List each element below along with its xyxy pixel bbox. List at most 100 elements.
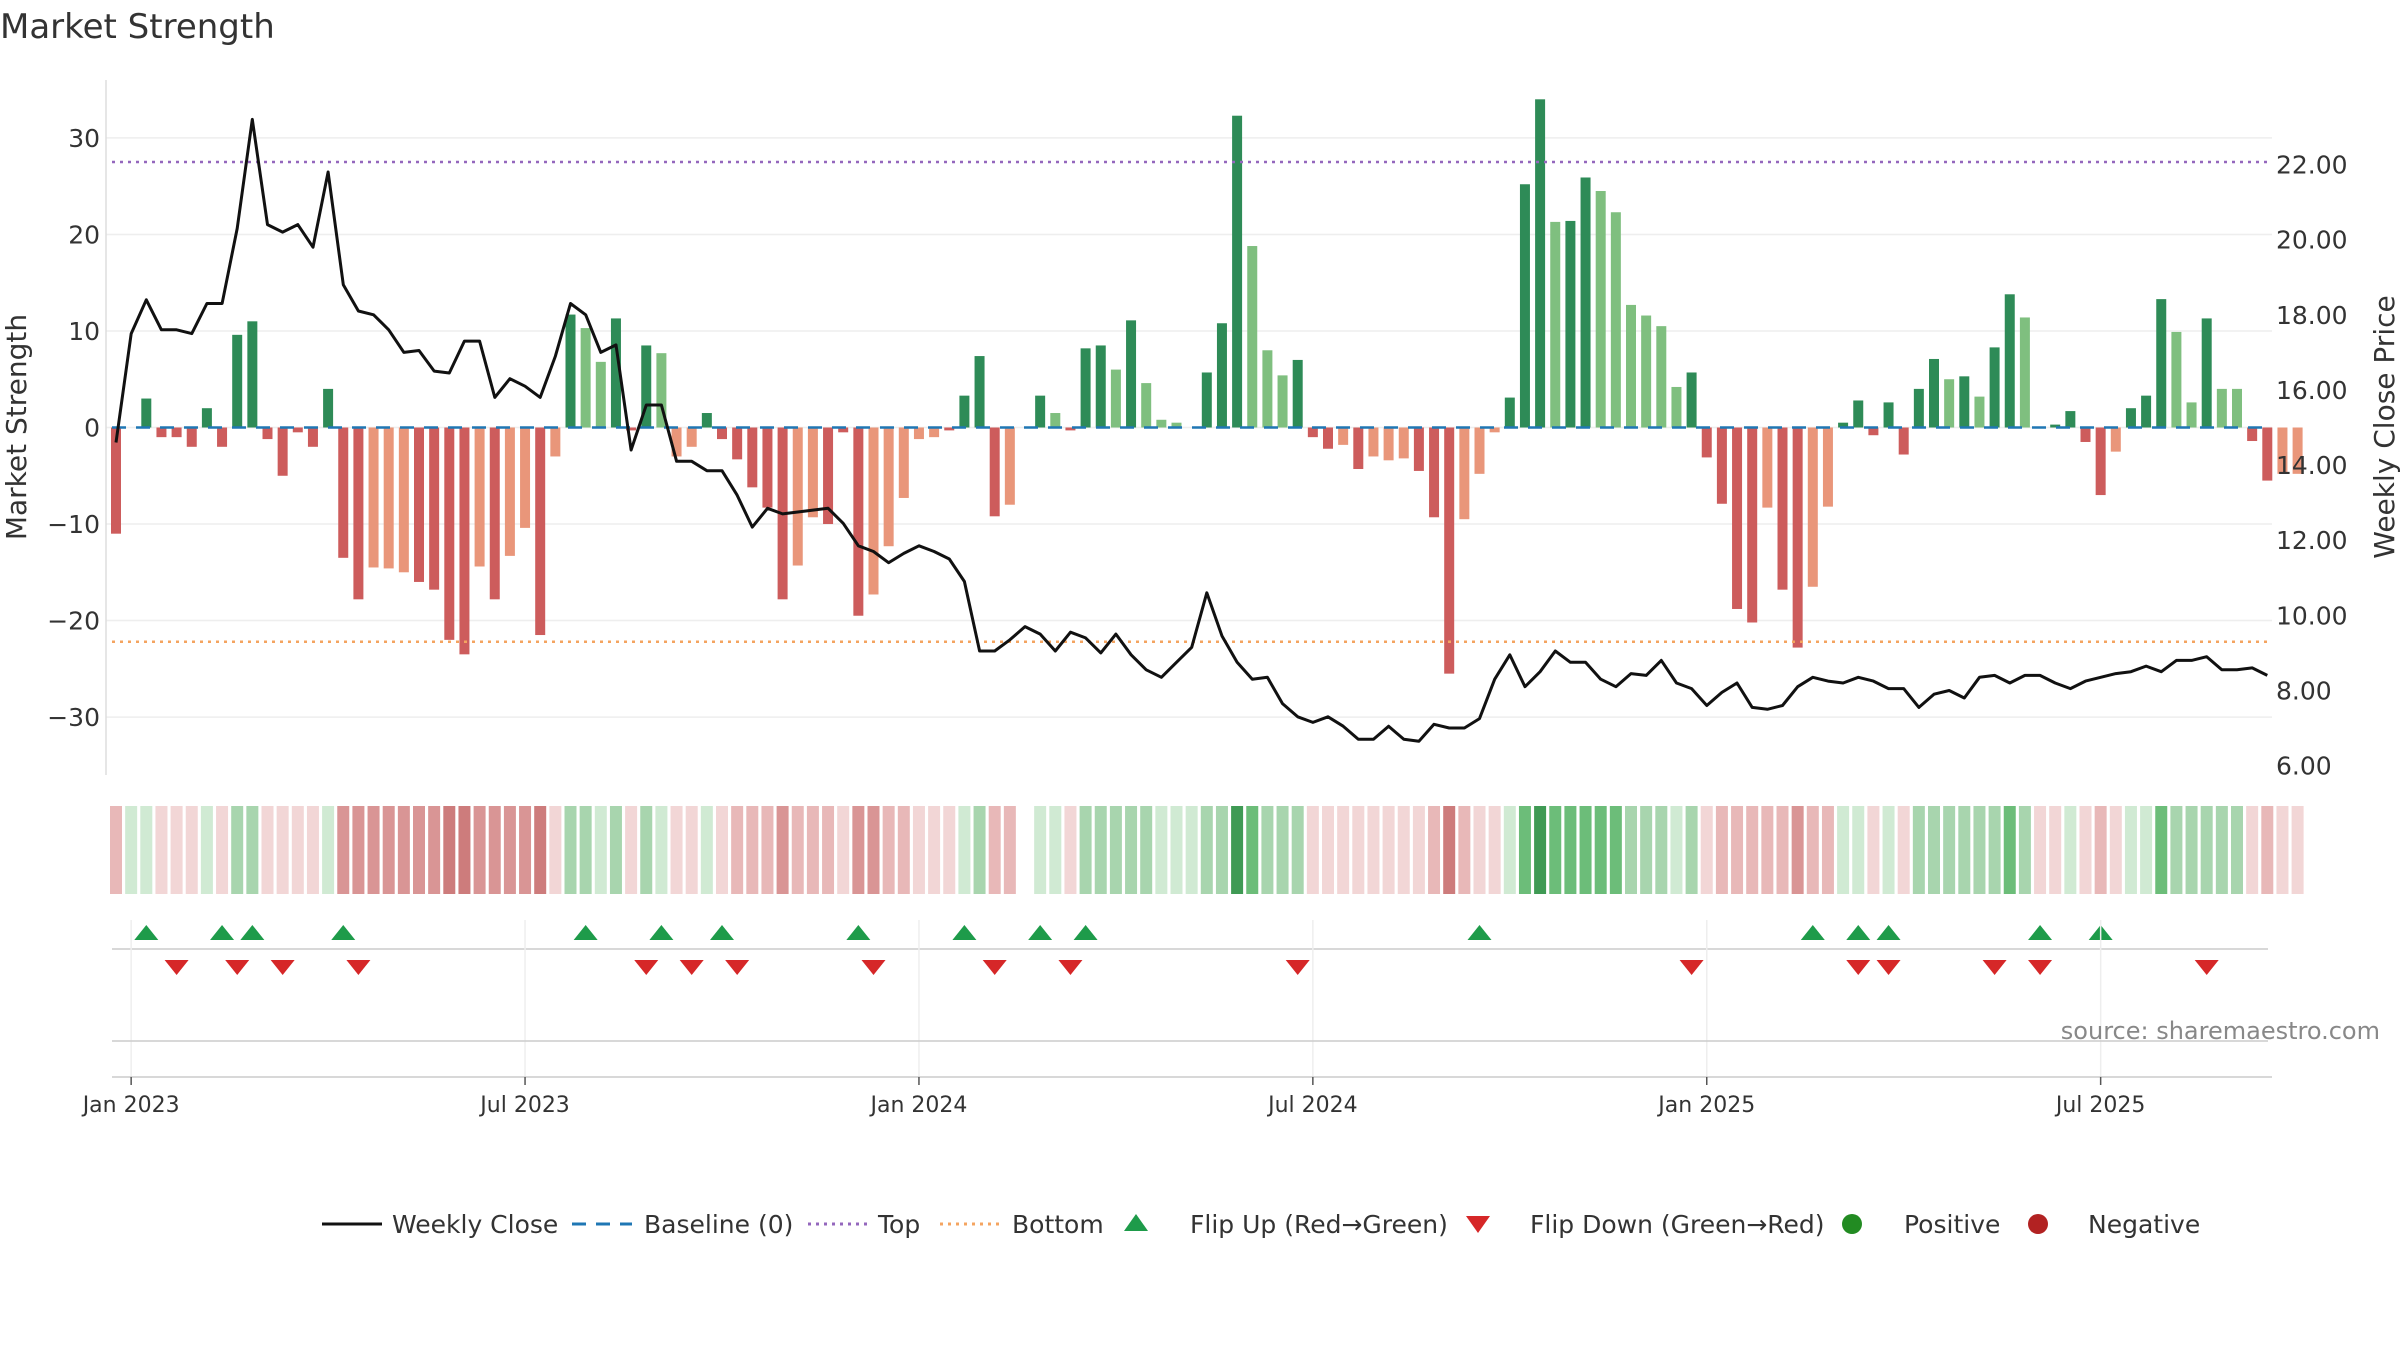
strip-cell bbox=[640, 806, 653, 894]
strip-cell bbox=[1700, 806, 1713, 894]
flip-down-marker bbox=[164, 960, 189, 975]
x-tick-label: Jul 2025 bbox=[2054, 1093, 2146, 1118]
strength-bar bbox=[610, 318, 621, 428]
strip-cell bbox=[1852, 806, 1865, 894]
strength-bar bbox=[898, 427, 909, 498]
strip-cell bbox=[655, 806, 668, 894]
strip-cell bbox=[1049, 806, 1062, 894]
strip-cell bbox=[1322, 806, 1334, 894]
strength-bar bbox=[2171, 331, 2182, 428]
strip-cell bbox=[2200, 806, 2213, 894]
strength-bar bbox=[1868, 427, 1879, 436]
strength-bar bbox=[717, 427, 727, 440]
strip-cell bbox=[2109, 806, 2122, 894]
strength-bar bbox=[2277, 427, 2288, 474]
flip-down-marker bbox=[270, 960, 295, 975]
strip-cell bbox=[716, 806, 728, 894]
strip-cell bbox=[170, 806, 183, 894]
legend-item: Bottom bbox=[940, 1210, 1104, 1239]
strength-bar bbox=[868, 427, 879, 595]
strip-cell bbox=[2049, 806, 2062, 894]
strip-cell bbox=[306, 806, 319, 894]
strength-bar bbox=[1656, 326, 1667, 428]
strength-bar bbox=[1580, 177, 1591, 428]
strength-bar bbox=[429, 427, 440, 590]
strength-bar bbox=[2019, 317, 2030, 428]
strength-bar bbox=[1232, 115, 1243, 428]
strip-cell bbox=[776, 806, 789, 894]
strip-cell bbox=[1246, 806, 1259, 894]
flip-up-marker bbox=[710, 925, 734, 940]
right-tick-label: 12.00 bbox=[2276, 526, 2348, 555]
left-tick-label: 0 bbox=[84, 414, 100, 443]
strip-cell bbox=[2170, 806, 2183, 894]
strip-cell bbox=[1670, 806, 1683, 894]
strip-cell bbox=[1534, 806, 1547, 894]
strength-bar bbox=[823, 427, 834, 525]
strength-bar bbox=[2201, 318, 2212, 428]
right-axis: 22.00 20.00 18.00 16.00 14.00 12.00 10.00 8.00 6… bbox=[2276, 151, 2348, 781]
strip-cell bbox=[1640, 806, 1653, 894]
right-tick-label: 10.00 bbox=[2276, 601, 2348, 630]
strength-bar bbox=[1429, 427, 1440, 518]
strength-bar bbox=[383, 427, 394, 569]
strip-cell bbox=[549, 806, 562, 894]
strength-bar bbox=[732, 427, 743, 460]
strip-cell bbox=[1306, 806, 1319, 894]
strip-cell bbox=[897, 806, 910, 894]
legend-label: Bottom bbox=[1012, 1210, 1104, 1239]
strength-bar bbox=[747, 427, 758, 488]
strip-cell bbox=[1337, 806, 1350, 894]
strip-cell bbox=[2034, 806, 2047, 894]
strip-cell bbox=[1882, 806, 1895, 894]
strip-cell bbox=[367, 806, 380, 894]
strip-cell bbox=[822, 806, 835, 894]
strip-cell bbox=[1109, 806, 1122, 894]
strip-cell bbox=[988, 806, 1001, 894]
strength-bar bbox=[1641, 315, 1652, 428]
strength-bar bbox=[1883, 402, 1894, 428]
flip-down-marker bbox=[1982, 960, 2007, 975]
strip-cell bbox=[761, 806, 774, 894]
legend-label: Negative bbox=[2088, 1210, 2200, 1239]
strength-bar bbox=[201, 408, 212, 428]
flip-up-marker bbox=[210, 925, 235, 940]
flip-up-marker bbox=[649, 925, 674, 940]
strip-cell bbox=[352, 806, 365, 894]
legend-item: Baseline (0) bbox=[572, 1210, 793, 1239]
right-tick-label: 16.00 bbox=[2276, 376, 2348, 405]
strength-bar bbox=[883, 427, 894, 547]
strength-bar bbox=[913, 427, 924, 440]
strip-cell bbox=[973, 806, 986, 894]
strip-cell bbox=[1806, 806, 1819, 894]
strength-bar bbox=[1216, 323, 1227, 428]
strip-cell bbox=[276, 806, 289, 894]
flip-up-marker bbox=[331, 925, 356, 940]
strip-cell bbox=[2261, 806, 2274, 894]
x-tick-label: Jan 2024 bbox=[868, 1093, 967, 1118]
right-tick-label: 8.00 bbox=[2276, 676, 2332, 705]
strength-bar bbox=[1489, 427, 1500, 433]
strip-cell bbox=[609, 806, 622, 894]
strength-bar bbox=[277, 427, 288, 476]
legend-label: Flip Up (Red→Green) bbox=[1190, 1210, 1448, 1239]
flip-up-marker bbox=[1467, 925, 1492, 940]
legend-label: Positive bbox=[1904, 1210, 2000, 1239]
x-tick-label: Jul 2023 bbox=[478, 1093, 570, 1118]
strength-bar bbox=[141, 398, 152, 428]
legend: Weekly Close Baseline (0) Top Bottom Flip Up… bbox=[322, 1210, 2200, 1239]
strip-cell bbox=[246, 806, 259, 894]
strength-bar bbox=[1065, 427, 1076, 431]
strength-bar bbox=[398, 427, 409, 573]
flip-up-marker bbox=[1876, 925, 1901, 940]
strip-cell bbox=[958, 806, 971, 894]
strip-cell bbox=[200, 806, 213, 894]
strip-cell bbox=[1655, 806, 1668, 894]
left-axis-label: Market Strength bbox=[0, 314, 33, 540]
legend-label: Baseline (0) bbox=[644, 1210, 793, 1239]
strength-bar bbox=[1504, 397, 1515, 428]
strip-cell bbox=[322, 806, 335, 894]
strength-bar bbox=[1959, 376, 1970, 428]
chart-title: Market Strength bbox=[0, 7, 275, 47]
strength-bar bbox=[1201, 372, 1212, 428]
